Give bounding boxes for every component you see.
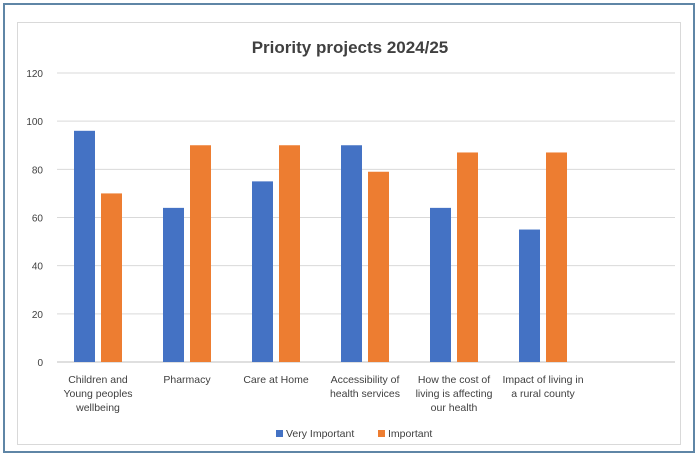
bar-important xyxy=(190,145,211,362)
chart-title: Priority projects 2024/25 xyxy=(252,38,449,57)
bar-important xyxy=(457,152,478,362)
bar-important xyxy=(546,152,567,362)
y-tick-label: 20 xyxy=(32,310,44,321)
bar-very-important xyxy=(252,181,273,362)
category-label: a rural county xyxy=(511,388,575,400)
y-tick-label: 120 xyxy=(26,69,43,80)
legend-swatch xyxy=(378,430,385,437)
category-label: Children and xyxy=(68,374,128,386)
category-label: Care at Home xyxy=(243,374,309,386)
legend-label: Important xyxy=(388,428,432,440)
legend-swatch xyxy=(276,430,283,437)
y-tick-label: 40 xyxy=(32,262,44,273)
category-label: Accessibility of xyxy=(331,374,400,386)
x-axis-categories: Children and Young peoples wellbeing Pharma… xyxy=(63,374,583,414)
y-tick-label: 80 xyxy=(32,165,44,176)
legend-label: Very Important xyxy=(286,428,354,440)
legend: Very Important Important xyxy=(276,428,432,440)
bar-important xyxy=(279,145,300,362)
y-tick-label: 0 xyxy=(37,358,43,369)
bar-very-important xyxy=(163,207,184,362)
category-label: Impact of living in xyxy=(502,374,583,386)
bar-very-important xyxy=(74,130,95,362)
bar-important xyxy=(101,193,122,362)
category-label: living is affecting xyxy=(416,388,493,400)
bars xyxy=(74,130,567,362)
bar-very-important xyxy=(430,207,451,362)
gridlines xyxy=(57,72,675,363)
bar-important xyxy=(368,171,389,362)
category-label: How the cost of xyxy=(418,374,490,386)
category-label: our health xyxy=(431,402,478,414)
category-label: health services xyxy=(330,388,400,400)
y-axis-ticks: 0 20 40 60 80 100 120 xyxy=(26,69,43,369)
bar-very-important xyxy=(519,229,540,362)
category-label: Young peoples xyxy=(63,388,132,400)
y-tick-label: 100 xyxy=(26,117,43,128)
bar-very-important xyxy=(341,145,362,362)
category-label: wellbeing xyxy=(75,402,120,414)
y-tick-label: 60 xyxy=(32,214,44,225)
category-label: Pharmacy xyxy=(163,374,211,386)
